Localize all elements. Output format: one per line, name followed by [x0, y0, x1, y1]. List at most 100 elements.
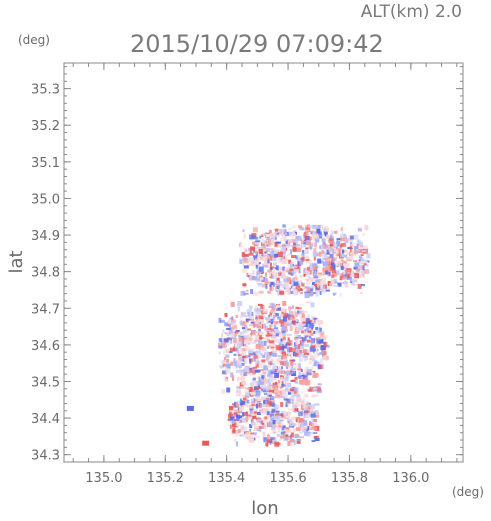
precip-cell: [351, 280, 355, 286]
x-tick-label: 136.0: [392, 471, 429, 486]
precip-cell: [255, 310, 261, 315]
precip-cell: [297, 422, 300, 428]
precip-cell: [279, 416, 285, 419]
precip-cell: [342, 272, 345, 276]
precip-cell: [246, 289, 249, 292]
precip-cell: [298, 325, 303, 331]
precip-cell: [269, 440, 272, 445]
precip-cell: [225, 368, 231, 374]
precip-cell: [240, 290, 246, 296]
precip-cell: [236, 384, 240, 390]
precip-cell: [285, 353, 288, 356]
precip-cell: [242, 377, 245, 381]
precip-cell: [360, 254, 364, 256]
precip-cell: [298, 357, 303, 362]
precip-cell: [254, 258, 259, 263]
precip-cell: [306, 323, 309, 328]
precip-cell: [296, 363, 300, 367]
precip-cell: [345, 258, 348, 263]
precip-cell: [263, 392, 268, 395]
precip-cell: [253, 246, 255, 252]
precip-cell: [350, 253, 353, 256]
precip-cell: [342, 254, 348, 258]
precip-cell: [250, 402, 256, 405]
precip-cell: [222, 329, 225, 334]
precip-cell: [248, 367, 254, 373]
precip-cell: [258, 290, 264, 294]
precip-cell: [284, 254, 288, 260]
precip-cell: [283, 280, 287, 283]
precip-cell: [245, 395, 250, 399]
precip-cell: [253, 399, 258, 402]
precip-cell: [297, 290, 300, 293]
precip-cell: [245, 416, 249, 421]
precip-cell: [286, 267, 291, 271]
precip-cell: [276, 243, 282, 248]
precip-cell: [287, 421, 290, 424]
precip-cell: [350, 281, 353, 283]
precip-cell: [324, 236, 327, 241]
precip-cell: [275, 416, 279, 419]
precip-cell: [287, 239, 290, 242]
precip-cell: [295, 255, 298, 260]
precip-cell: [235, 315, 238, 318]
precip-cell: [251, 421, 256, 426]
precip-cell: [345, 262, 348, 268]
precip-cell: [230, 338, 233, 344]
precip-cell: [331, 274, 335, 278]
precip-cell: [302, 373, 307, 377]
precip-cell: [288, 411, 292, 415]
precip-cell: [333, 243, 336, 247]
precip-cell: [275, 313, 280, 317]
precip-cell: [305, 355, 309, 361]
precip-cell: [257, 306, 263, 311]
precip-cell: [294, 346, 300, 350]
precip-cell: [285, 232, 288, 235]
precip-cell: [275, 333, 279, 337]
precip-cell: [299, 227, 305, 231]
precip-cell: [299, 260, 304, 265]
precip-cell: [301, 426, 304, 432]
y-unit-label: (deg): [18, 33, 50, 47]
precip-cell: [252, 413, 257, 416]
precip-cell: [252, 270, 255, 275]
precip-cell: [246, 273, 249, 277]
precip-cell: [286, 401, 292, 404]
precip-cell: [321, 277, 326, 280]
precip-cell: [288, 372, 293, 375]
precip-cell: [262, 404, 267, 407]
precip-cell: [304, 411, 308, 414]
precip-cell: [236, 414, 240, 419]
precip-cell: [320, 330, 325, 333]
precip-cell: [260, 331, 264, 335]
precip-cell: [250, 398, 254, 402]
precip-cell: [301, 428, 307, 433]
precip-cell: [323, 251, 327, 257]
precip-cell: [268, 229, 271, 233]
precip-cell: [254, 308, 260, 312]
precip-cell: [260, 352, 263, 357]
precip-cell: [320, 345, 323, 351]
precip-cell: [279, 346, 283, 350]
precip-cell: [221, 359, 225, 364]
precip-cell: [302, 353, 305, 358]
precip-cell: [332, 251, 337, 254]
precip-cell: [316, 283, 319, 289]
precip-cell: [224, 313, 228, 317]
precip-cell: [353, 260, 358, 263]
precip-cell: [242, 371, 245, 375]
precip-cell: [326, 249, 330, 255]
precip-cell: [308, 259, 313, 264]
precip-cell: [229, 329, 233, 335]
precip-cell: [241, 417, 244, 420]
precip-cell: [281, 426, 285, 431]
y-tick-label: 35.1: [31, 156, 60, 171]
precip-cell: [284, 320, 287, 326]
precip-cell: [294, 291, 297, 297]
precip-cell: [282, 334, 286, 336]
precip-cell: [302, 421, 307, 427]
precip-cell: [272, 362, 275, 367]
precip-cell: [314, 411, 319, 414]
precip-cell: [291, 244, 297, 247]
